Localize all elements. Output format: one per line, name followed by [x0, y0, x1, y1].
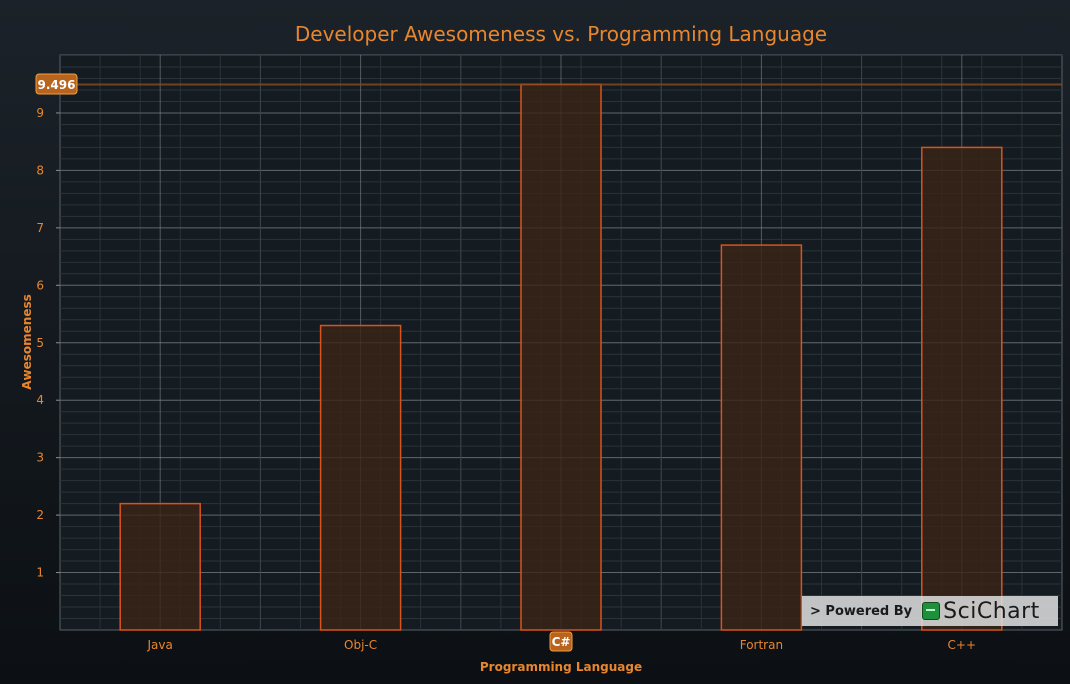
chart-title: Developer Awesomeness vs. Programming La… [295, 22, 827, 46]
y-axis-ticks: 1 2 3 4 5 6 7 8 9 [36, 106, 60, 580]
y-tick-label: 2 [36, 508, 44, 522]
powered-by-text: > Powered By [810, 603, 913, 619]
y-tick-label: 5 [36, 336, 44, 350]
y-tick-label: 9 [36, 106, 44, 120]
bar [921, 146, 1003, 631]
y-tick-label: 8 [36, 163, 44, 177]
bar [119, 502, 201, 631]
crosshair-x-label-box [549, 631, 573, 652]
y-axis-title: Awesomeness [20, 294, 34, 390]
x-tick-label-highlighted: C# [552, 635, 571, 649]
y-tick-label: 1 [36, 566, 44, 580]
crosshair-y-label: 9.496 [35, 73, 78, 95]
x-axis-ticks: Java Obj-C C# Fortran C++ [147, 631, 977, 652]
bar [319, 324, 402, 631]
bar-series [119, 83, 1003, 631]
y-tick-label: 6 [36, 278, 44, 292]
scichart-brand-text: SciChart [943, 598, 1040, 624]
x-tick-label: C++ [948, 638, 977, 652]
x-tick-label: Java [147, 638, 173, 652]
x-tick-label: Fortran [740, 638, 783, 652]
y-tick-label: 7 [36, 221, 44, 235]
y-tick-label: 3 [36, 451, 44, 465]
scichart-logo-icon [922, 602, 941, 620]
y-tick-label: 4 [36, 393, 44, 407]
x-axis-title: Programming Language [480, 660, 642, 674]
scichart-watermark: > Powered By SciChart [802, 596, 1058, 626]
x-tick-label: Obj-C [344, 638, 377, 652]
svg-text:9.496: 9.496 [38, 78, 76, 92]
bar [720, 244, 803, 631]
bar [520, 83, 602, 631]
